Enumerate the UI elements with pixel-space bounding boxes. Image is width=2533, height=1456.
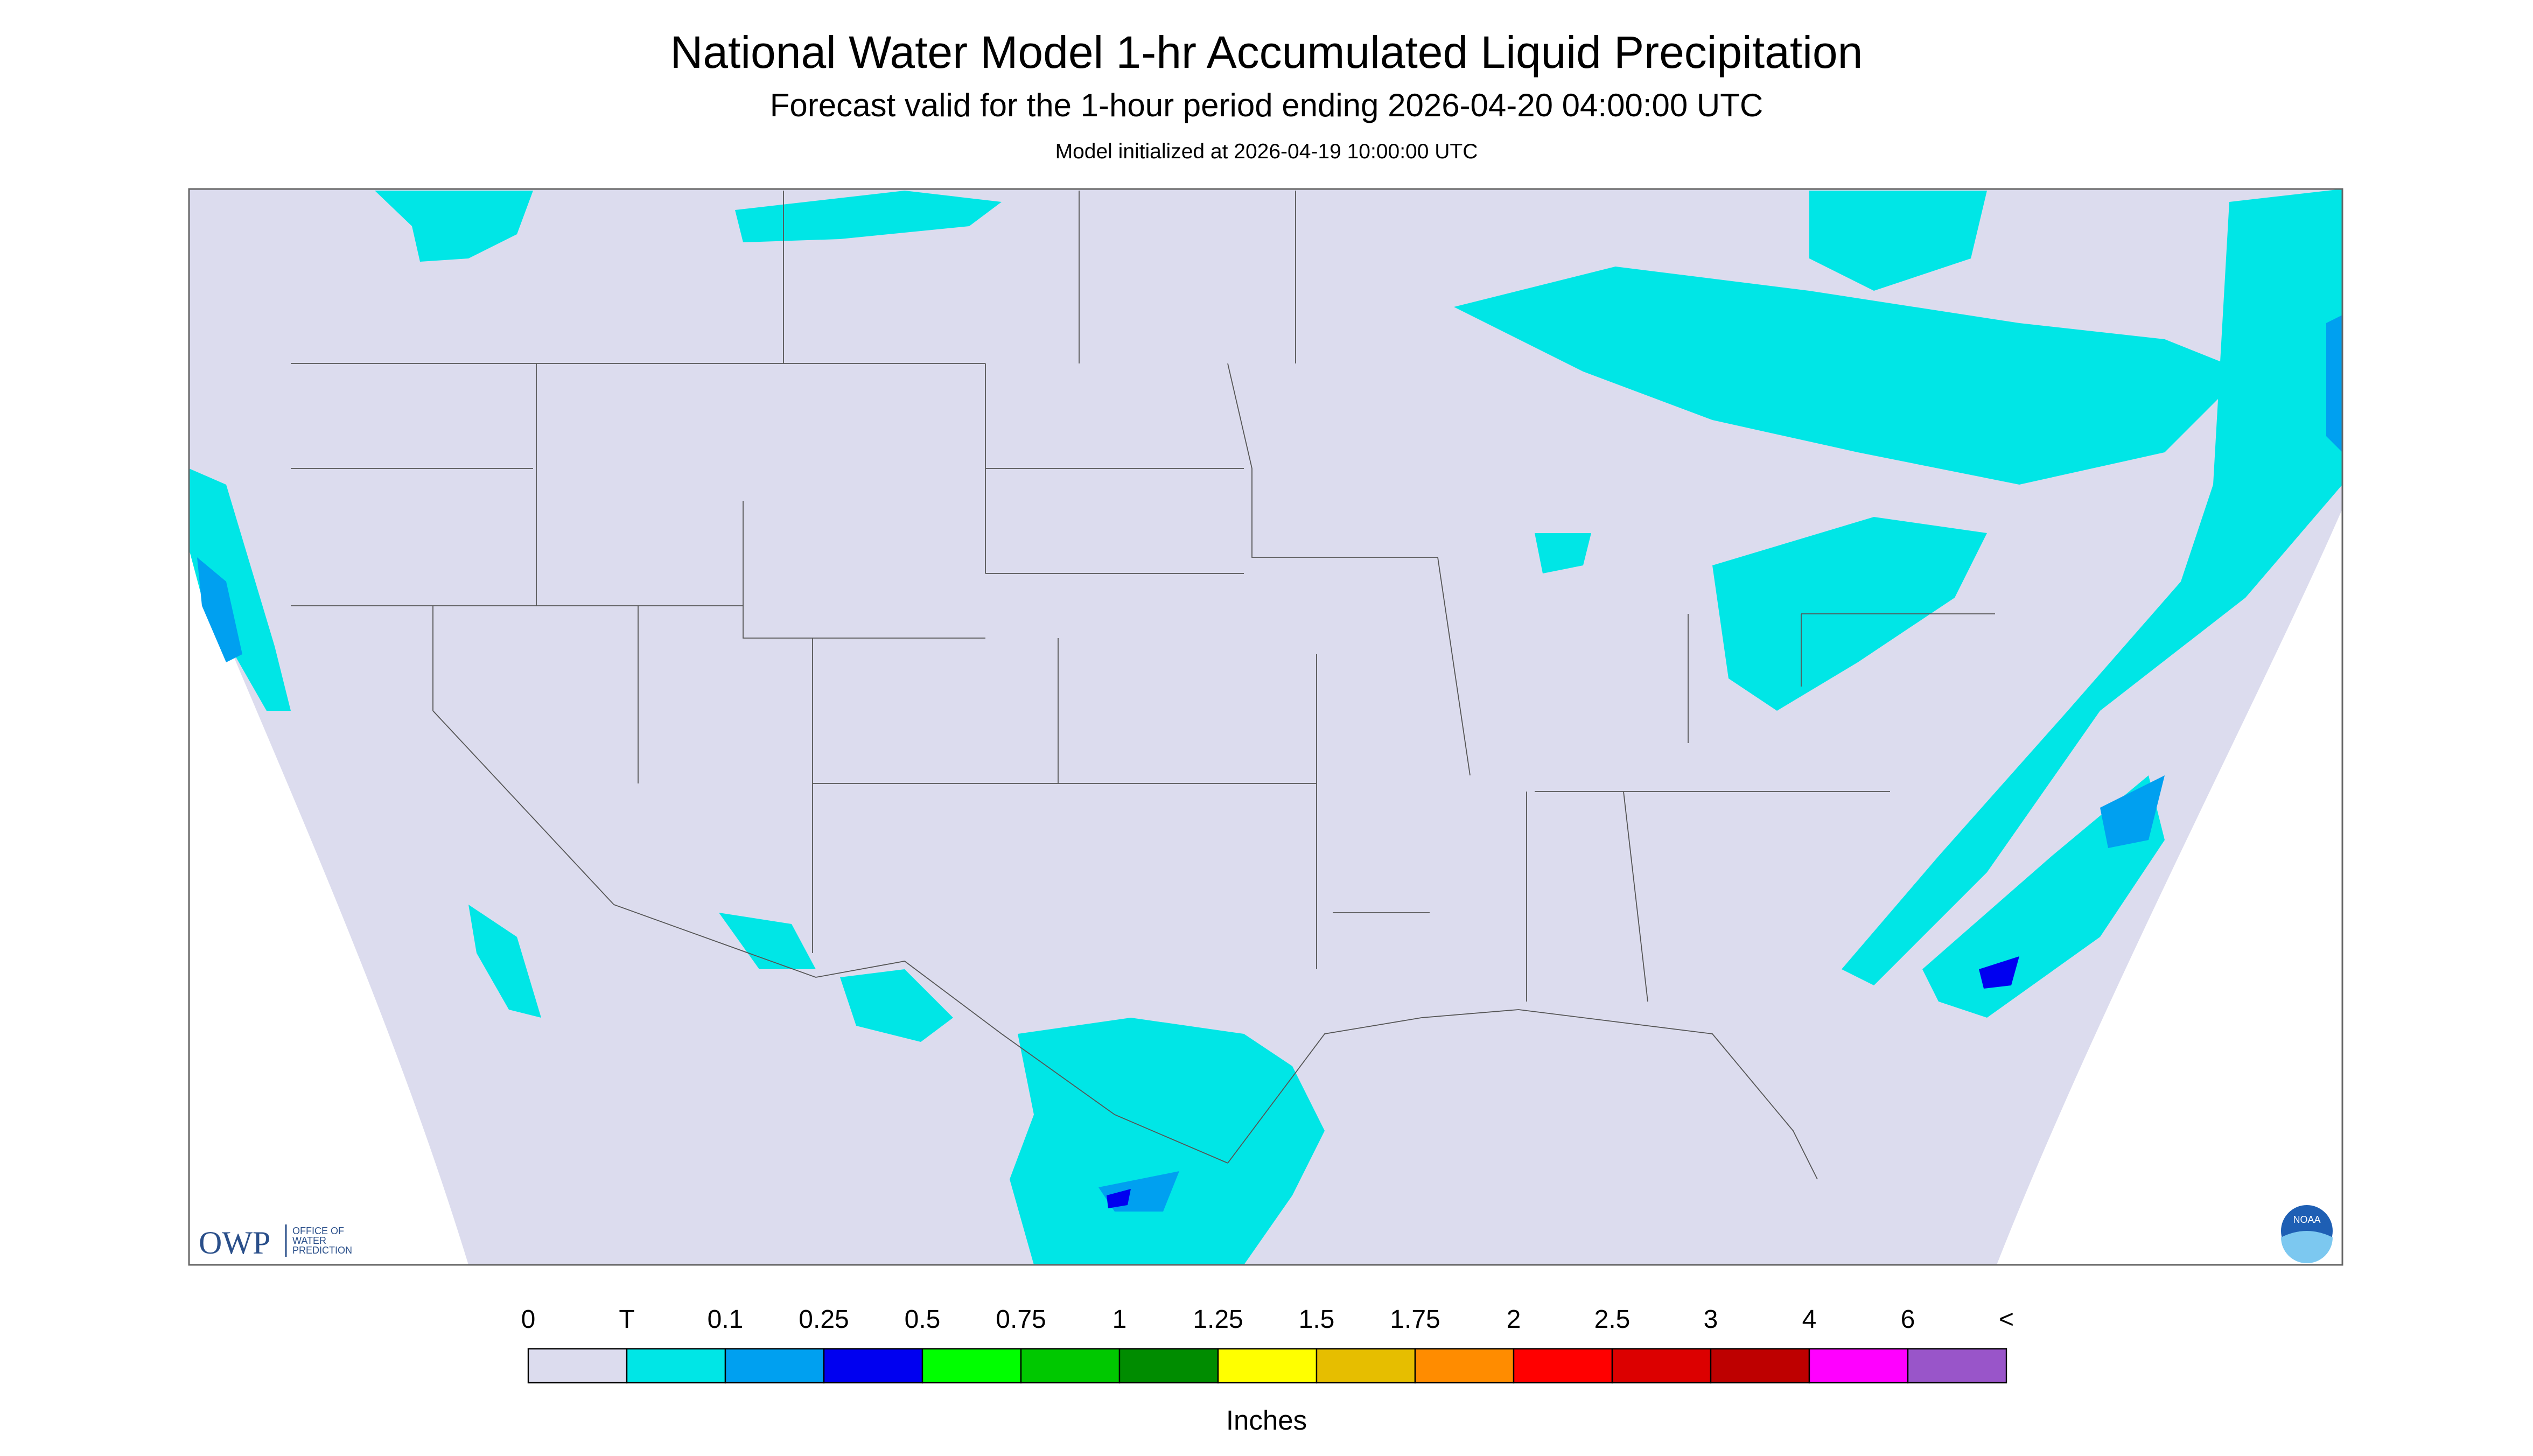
legend-swatch bbox=[1611, 1348, 1712, 1384]
legend-label: 0 bbox=[521, 1305, 536, 1334]
legend-label: 1 bbox=[1112, 1305, 1127, 1334]
init-note: Model initialized at 2026-04-19 10:00:00… bbox=[1055, 140, 1478, 163]
legend-label: 0.75 bbox=[996, 1305, 1046, 1334]
legend-label: 2.5 bbox=[1594, 1305, 1631, 1334]
noaa-logo: NOAA bbox=[2281, 1205, 2333, 1264]
boundaries bbox=[291, 191, 1995, 1180]
map-domain bbox=[189, 189, 2342, 1265]
legend-swatch bbox=[1710, 1348, 1810, 1384]
noaa-wave bbox=[2281, 1231, 2333, 1264]
legend-swatch bbox=[626, 1348, 726, 1384]
legend-label: 2 bbox=[1507, 1305, 1521, 1334]
legend-swatch bbox=[1907, 1348, 2007, 1384]
legend-label: 3 bbox=[1704, 1305, 1718, 1334]
legend-swatch bbox=[823, 1348, 923, 1384]
logo-long: OFFICE OF bbox=[292, 1226, 344, 1236]
map-frame bbox=[188, 188, 2343, 1266]
legend-label: 1.25 bbox=[1193, 1305, 1243, 1334]
legend-unit: Inches bbox=[1226, 1405, 1307, 1436]
legend-label: 1.5 bbox=[1299, 1305, 1335, 1334]
legend-swatch bbox=[921, 1348, 1022, 1384]
legend-swatch bbox=[1414, 1348, 1515, 1384]
logo-short: OWP bbox=[199, 1225, 270, 1261]
legend-swatch bbox=[1118, 1348, 1219, 1384]
legend: 0 T 0.1 0.25 0.5 0.75 1 1.25 1.5 1.75 2 2.5 3 4 6 < bbox=[521, 1305, 2014, 1384]
legend-swatch bbox=[1316, 1348, 1416, 1384]
legend-label: 0.5 bbox=[905, 1305, 941, 1334]
map bbox=[188, 188, 2343, 1266]
legend-label: 6 bbox=[1901, 1305, 1915, 1334]
legend-swatch bbox=[1217, 1348, 1318, 1384]
legend-label: 1.75 bbox=[1390, 1305, 1440, 1334]
legend-label: 0.1 bbox=[708, 1305, 744, 1334]
legend-swatch bbox=[1808, 1348, 1909, 1384]
legend-swatch bbox=[1513, 1348, 1613, 1384]
legend-swatch bbox=[724, 1348, 825, 1384]
logo-long: PREDICTION bbox=[292, 1245, 352, 1256]
legend-label: 0.25 bbox=[799, 1305, 849, 1334]
legend-label: < bbox=[1999, 1305, 2014, 1334]
owp-logo: OWP OFFICE OF WATER PREDICTION bbox=[199, 1224, 352, 1261]
subtitle: Forecast valid for the 1-hour period end… bbox=[770, 87, 1763, 123]
noaa-text: NOAA bbox=[2293, 1214, 2320, 1225]
title: National Water Model 1-hr Accumulated Li… bbox=[670, 27, 1863, 78]
legend-label: T bbox=[619, 1305, 634, 1334]
logo-long: WATER bbox=[292, 1235, 326, 1246]
legend-swatch bbox=[527, 1348, 628, 1384]
legend-label: 4 bbox=[1802, 1305, 1817, 1334]
precip-moderate bbox=[1107, 956, 2019, 1209]
legend-swatch bbox=[1020, 1348, 1121, 1384]
